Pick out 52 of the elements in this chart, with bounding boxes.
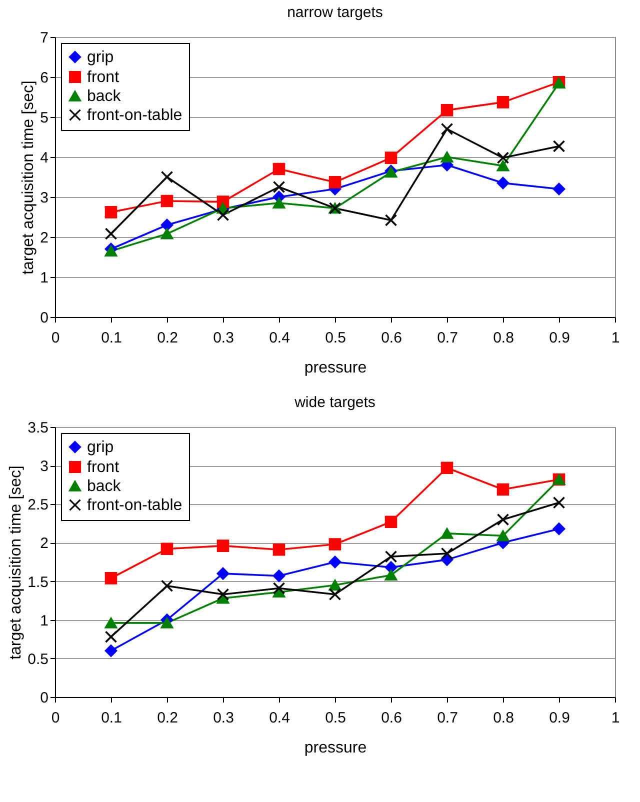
x-tick-label: 1 [611, 710, 620, 726]
x-tick-label: 0.1 [101, 330, 122, 346]
x-axis-title: pressure [304, 360, 367, 376]
legend-label: grip [87, 439, 114, 456]
x-tick-label: 0.4 [269, 710, 290, 726]
y-tick-label: 2.5 [28, 496, 48, 514]
y-tick-label: 3.5 [28, 420, 48, 436]
x-tick-label: 0.7 [437, 330, 458, 346]
x-tick-label: 0.9 [549, 710, 570, 726]
y-tick-label: 1 [40, 612, 48, 630]
x-tick-label: 0.6 [381, 710, 402, 726]
x-tick-label: 0.8 [493, 710, 514, 726]
x-tick-label: 1 [611, 330, 620, 346]
legend-label: back [87, 88, 122, 105]
y-tick-label: 5 [40, 110, 48, 126]
x-tick-label: 0.4 [269, 330, 290, 346]
y-tick-label: 2 [40, 230, 48, 246]
x-tick-label: 0.6 [381, 330, 402, 346]
chart-title: wide targets [294, 394, 376, 411]
y-axis-title: target acquisition time [sec] [20, 80, 38, 274]
x-tick-label: 0.1 [101, 710, 122, 726]
legend-label: front [87, 69, 120, 86]
x-tick-label: 0.5 [325, 330, 346, 346]
y-tick-label: 4 [40, 150, 48, 166]
legend-label: front-on-table [87, 107, 182, 124]
x-tick-label: 0.3 [213, 710, 234, 726]
y-tick-label: 1 [40, 270, 48, 286]
y-tick-label: 0.5 [28, 650, 48, 668]
legend-label: front-on-table [87, 497, 182, 514]
x-tick-label: 0 [51, 330, 60, 346]
y-tick-label: 7 [40, 30, 48, 46]
x-tick-label: 0.8 [493, 330, 514, 346]
y-tick-label: 0 [40, 310, 48, 326]
y-axis-title: target acquisition time [sec] [8, 466, 25, 660]
y-tick-label: 6 [40, 70, 48, 86]
x-tick-label: 0.9 [549, 330, 570, 346]
y-tick-label: 3 [40, 458, 48, 476]
legend-label: back [87, 478, 122, 495]
legend-label: front [87, 459, 120, 476]
x-tick-label: 0.2 [157, 330, 178, 346]
legend-label: grip [87, 49, 114, 66]
x-tick-label: 0.3 [213, 330, 234, 346]
x-tick-label: 0.7 [437, 710, 458, 726]
x-tick-label: 0 [51, 710, 60, 726]
y-tick-label: 2 [40, 535, 48, 552]
chart-title: narrow targets [287, 4, 383, 21]
x-axis-title: pressure [304, 740, 367, 756]
y-tick-label: 3 [40, 190, 48, 206]
x-tick-label: 0.2 [157, 710, 178, 726]
x-tick-label: 0.5 [325, 710, 346, 726]
y-tick-label: 0 [40, 690, 48, 706]
y-tick-label: 1.5 [28, 574, 48, 591]
